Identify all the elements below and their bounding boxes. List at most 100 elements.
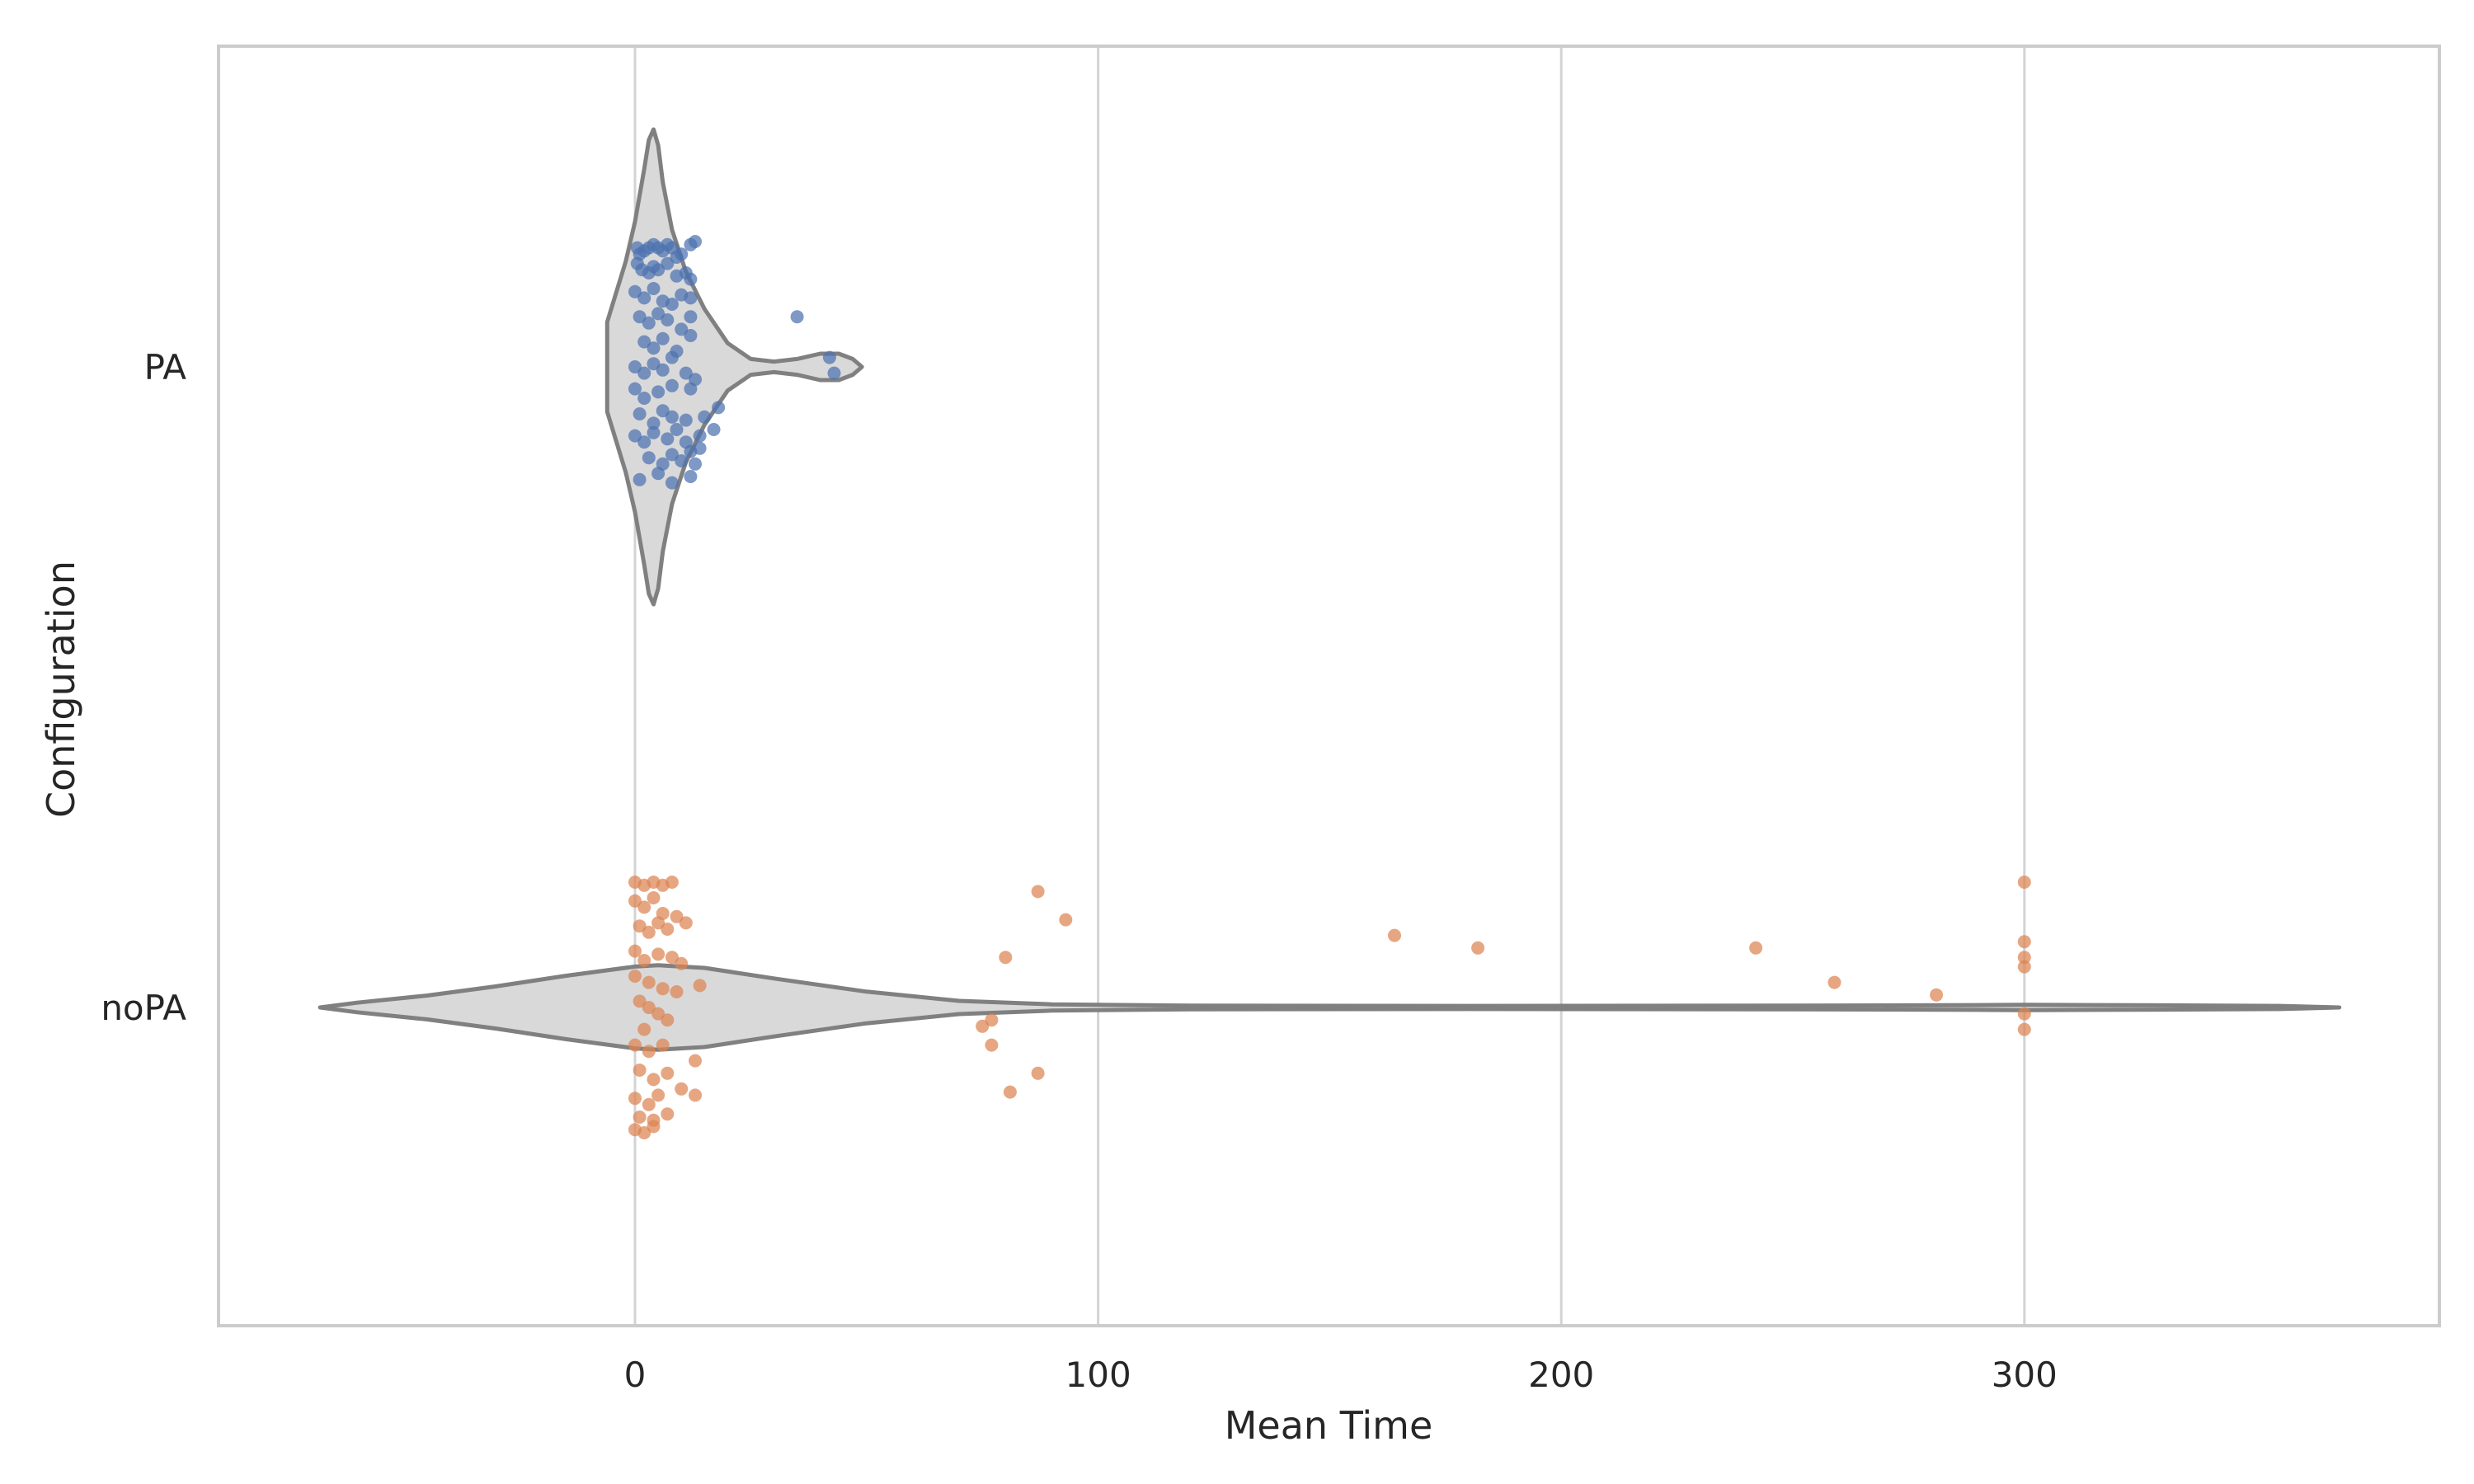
data-point-nopa xyxy=(637,954,651,967)
data-point-nopa xyxy=(637,1022,651,1036)
data-point-nopa xyxy=(670,985,684,998)
data-point-pa xyxy=(651,307,666,321)
data-point-nopa xyxy=(665,876,679,889)
data-point-nopa xyxy=(637,1126,651,1139)
data-point-pa xyxy=(712,401,726,415)
data-point-nopa xyxy=(661,1107,675,1121)
data-point-nopa xyxy=(1031,1066,1045,1080)
data-point-pa xyxy=(647,282,661,295)
data-point-nopa xyxy=(1471,941,1485,955)
data-point-pa xyxy=(661,313,675,326)
data-point-nopa xyxy=(1930,988,1944,1002)
data-point-pa xyxy=(679,366,693,380)
data-point-pa xyxy=(651,467,666,481)
data-point-nopa xyxy=(1003,1085,1017,1099)
data-point-nopa xyxy=(651,916,666,930)
y-tick-label: PA xyxy=(144,347,187,387)
data-point-pa xyxy=(689,235,702,248)
data-point-pa xyxy=(651,263,666,277)
data-point-nopa xyxy=(656,1038,670,1052)
data-point-nopa xyxy=(2017,1007,2031,1021)
data-point-nopa xyxy=(647,891,661,904)
data-point-nopa xyxy=(647,1073,661,1087)
x-tick-label: 0 xyxy=(624,1355,647,1395)
data-point-pa xyxy=(633,407,647,420)
data-point-nopa xyxy=(689,1088,702,1102)
data-point-pa xyxy=(647,416,661,430)
data-point-nopa xyxy=(661,1013,675,1027)
data-point-nopa xyxy=(628,894,642,908)
x-tick-label: 100 xyxy=(1065,1355,1131,1395)
data-point-pa xyxy=(693,429,707,443)
data-point-nopa xyxy=(633,1064,647,1077)
data-point-nopa xyxy=(999,951,1013,965)
y-axis-label: Configuration xyxy=(39,561,83,818)
y-tick-label: noPA xyxy=(101,988,186,1028)
data-point-nopa xyxy=(985,1038,999,1052)
data-point-pa xyxy=(827,366,841,380)
data-point-nopa xyxy=(633,919,647,933)
data-point-nopa xyxy=(1827,975,1841,989)
data-point-nopa xyxy=(642,1097,656,1111)
data-point-pa xyxy=(665,476,679,490)
data-point-nopa xyxy=(675,1082,689,1096)
data-point-pa xyxy=(642,451,656,465)
data-point-nopa xyxy=(651,1088,666,1102)
data-point-pa xyxy=(665,448,679,462)
data-point-pa xyxy=(665,410,679,424)
data-point-nopa xyxy=(647,1120,661,1134)
data-point-pa xyxy=(656,331,670,345)
data-point-pa xyxy=(647,357,661,371)
data-point-nopa xyxy=(661,1066,675,1080)
data-point-pa xyxy=(689,457,702,471)
data-point-nopa xyxy=(656,982,670,996)
data-point-nopa xyxy=(628,1038,642,1052)
strip-points xyxy=(628,235,2031,1139)
plot-frame xyxy=(217,45,2441,1327)
data-point-pa xyxy=(637,435,651,449)
data-point-pa xyxy=(628,429,642,443)
data-point-nopa xyxy=(651,1007,666,1021)
data-point-pa xyxy=(684,470,698,483)
data-point-pa xyxy=(628,382,642,396)
data-point-nopa xyxy=(642,1045,656,1059)
x-tick-label: 300 xyxy=(1992,1355,2058,1395)
data-point-pa xyxy=(684,291,698,305)
data-point-pa xyxy=(684,382,698,396)
data-point-nopa xyxy=(2017,935,2031,949)
data-point-nopa xyxy=(661,923,675,936)
data-point-nopa xyxy=(2017,951,2031,965)
data-point-pa xyxy=(822,350,836,364)
tick-labels: 0 100 200 300 PA noPA xyxy=(101,347,2058,1395)
data-point-nopa xyxy=(985,1013,999,1027)
data-point-pa xyxy=(707,423,721,436)
data-point-nopa xyxy=(976,1019,990,1033)
data-point-nopa xyxy=(642,1001,656,1014)
data-point-nopa xyxy=(642,975,656,989)
data-point-pa xyxy=(633,472,647,486)
data-point-pa xyxy=(642,316,656,330)
data-point-pa xyxy=(675,322,689,336)
data-point-nopa xyxy=(633,994,647,1008)
data-point-pa xyxy=(656,404,670,418)
data-point-nopa xyxy=(675,956,689,970)
data-point-nopa xyxy=(628,970,642,983)
data-point-nopa xyxy=(637,900,651,914)
data-point-pa xyxy=(670,423,684,436)
data-point-pa xyxy=(661,256,675,270)
data-point-pa xyxy=(628,284,642,298)
data-point-nopa xyxy=(693,979,707,993)
data-point-nopa xyxy=(2017,876,2031,889)
data-point-pa xyxy=(665,350,679,364)
data-point-nopa xyxy=(642,925,656,939)
data-point-pa xyxy=(637,392,651,405)
data-point-nopa xyxy=(670,909,684,923)
data-point-nopa xyxy=(628,944,642,958)
data-point-pa xyxy=(656,363,670,377)
data-point-pa xyxy=(647,341,661,355)
data-point-pa xyxy=(661,432,675,446)
data-point-pa xyxy=(693,441,707,455)
data-point-nopa xyxy=(2017,960,2031,974)
data-point-pa xyxy=(637,291,651,305)
data-point-pa xyxy=(684,310,698,324)
